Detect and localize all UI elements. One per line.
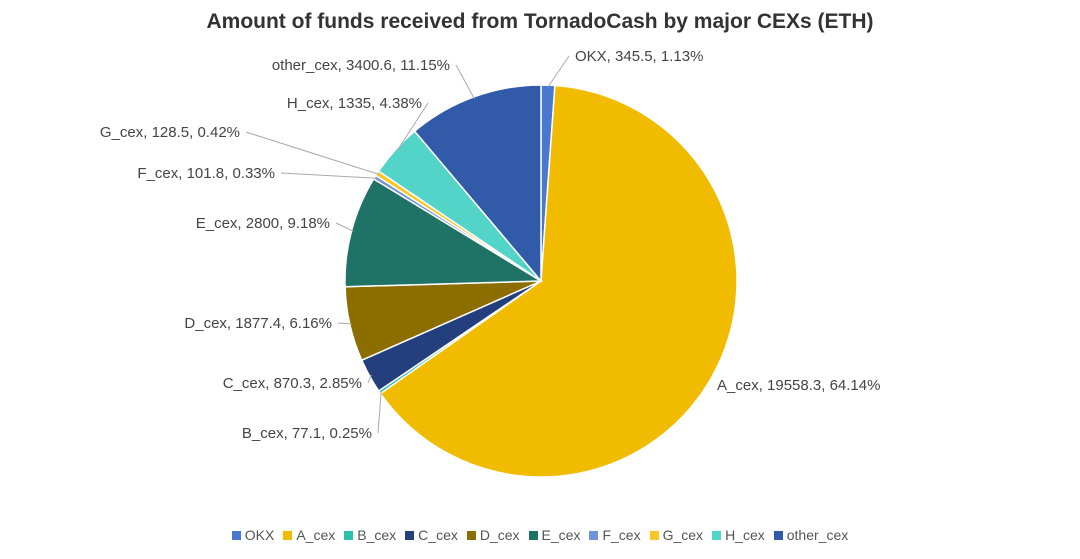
legend-item-E_cex: E_cex: [528, 527, 581, 543]
data-label-D_cex: D_cex, 1877.4, 6.16%: [184, 315, 332, 332]
legend-item-C_cex: C_cex: [405, 527, 458, 543]
slice-A_cex: [379, 84, 738, 478]
legend-label: D_cex: [479, 527, 520, 543]
data-label-C_cex: C_cex, 870.3, 2.85%: [223, 375, 362, 392]
legend-label: other_cex: [786, 527, 849, 543]
data-label-F_cex: F_cex, 101.8, 0.33%: [137, 165, 275, 182]
leader-line-G_cex: [245, 131, 380, 175]
legend-swatch: [344, 530, 354, 540]
data-label-A_cex: A_cex, 19558.3, 64.14%: [717, 377, 880, 394]
legend-label: C_cex: [418, 527, 458, 543]
legend-label: B_cex: [357, 527, 397, 543]
leader-line-D_cex: [337, 322, 352, 325]
legend-label: OKX: [244, 527, 275, 543]
legend-swatch: [773, 530, 783, 540]
data-label-B_cex: B_cex, 77.1, 0.25%: [242, 425, 372, 442]
leader-line-C_cex: [367, 374, 372, 384]
data-label-G_cex: G_cex, 128.5, 0.42%: [100, 124, 240, 141]
legend-label: A_cex: [296, 527, 336, 543]
legend-item-H_cex: H_cex: [712, 527, 765, 543]
legend-item-F_cex: F_cex: [589, 527, 641, 543]
data-label-other_cex: other_cex, 3400.6, 11.15%: [272, 57, 450, 74]
pie-chart: OKX, 345.5, 1.13% A_cex, 19558.3, 64.14% B…: [100, 48, 880, 478]
legend: OKX A_cex B_cex C_cex D_cex E_cex F_cex G_cex H_…: [0, 527, 1080, 543]
legend-label: E_cex: [541, 527, 581, 543]
legend-item-A_cex: A_cex: [283, 527, 335, 543]
legend-item-G_cex: G_cex: [649, 527, 704, 543]
leader-line-B_cex: [377, 391, 382, 434]
data-label-H_cex: H_cex, 1335, 4.38%: [287, 95, 422, 112]
leader-line-other_cex: [455, 64, 475, 100]
legend-swatch: [405, 530, 415, 540]
legend-swatch: [466, 530, 476, 540]
legend-item-B_cex: B_cex: [344, 527, 396, 543]
leader-line-E_cex: [335, 222, 354, 232]
data-label-E_cex: E_cex, 2800, 9.18%: [196, 215, 330, 232]
leader-line-H_cex: [396, 102, 429, 152]
legend-item-D_cex: D_cex: [466, 527, 520, 543]
chart-title: Amount of funds received from TornadoCas…: [206, 10, 874, 33]
legend-swatch: [712, 530, 722, 540]
legend-item-OKX: OKX: [231, 527, 275, 543]
legend-swatch: [589, 530, 599, 540]
leader-line-F_cex: [280, 172, 377, 179]
legend-label: H_cex: [725, 527, 765, 543]
legend-swatch: [283, 530, 293, 540]
legend-item-other_cex: other_cex: [773, 527, 849, 543]
legend-swatch: [231, 530, 241, 540]
legend-swatch: [528, 530, 538, 540]
legend-label: F_cex: [602, 527, 641, 543]
legend-swatch: [649, 530, 659, 540]
legend-label: G_cex: [662, 527, 704, 543]
leader-line-OKX: [547, 55, 570, 88]
data-label-OKX: OKX, 345.5, 1.13%: [575, 48, 703, 65]
